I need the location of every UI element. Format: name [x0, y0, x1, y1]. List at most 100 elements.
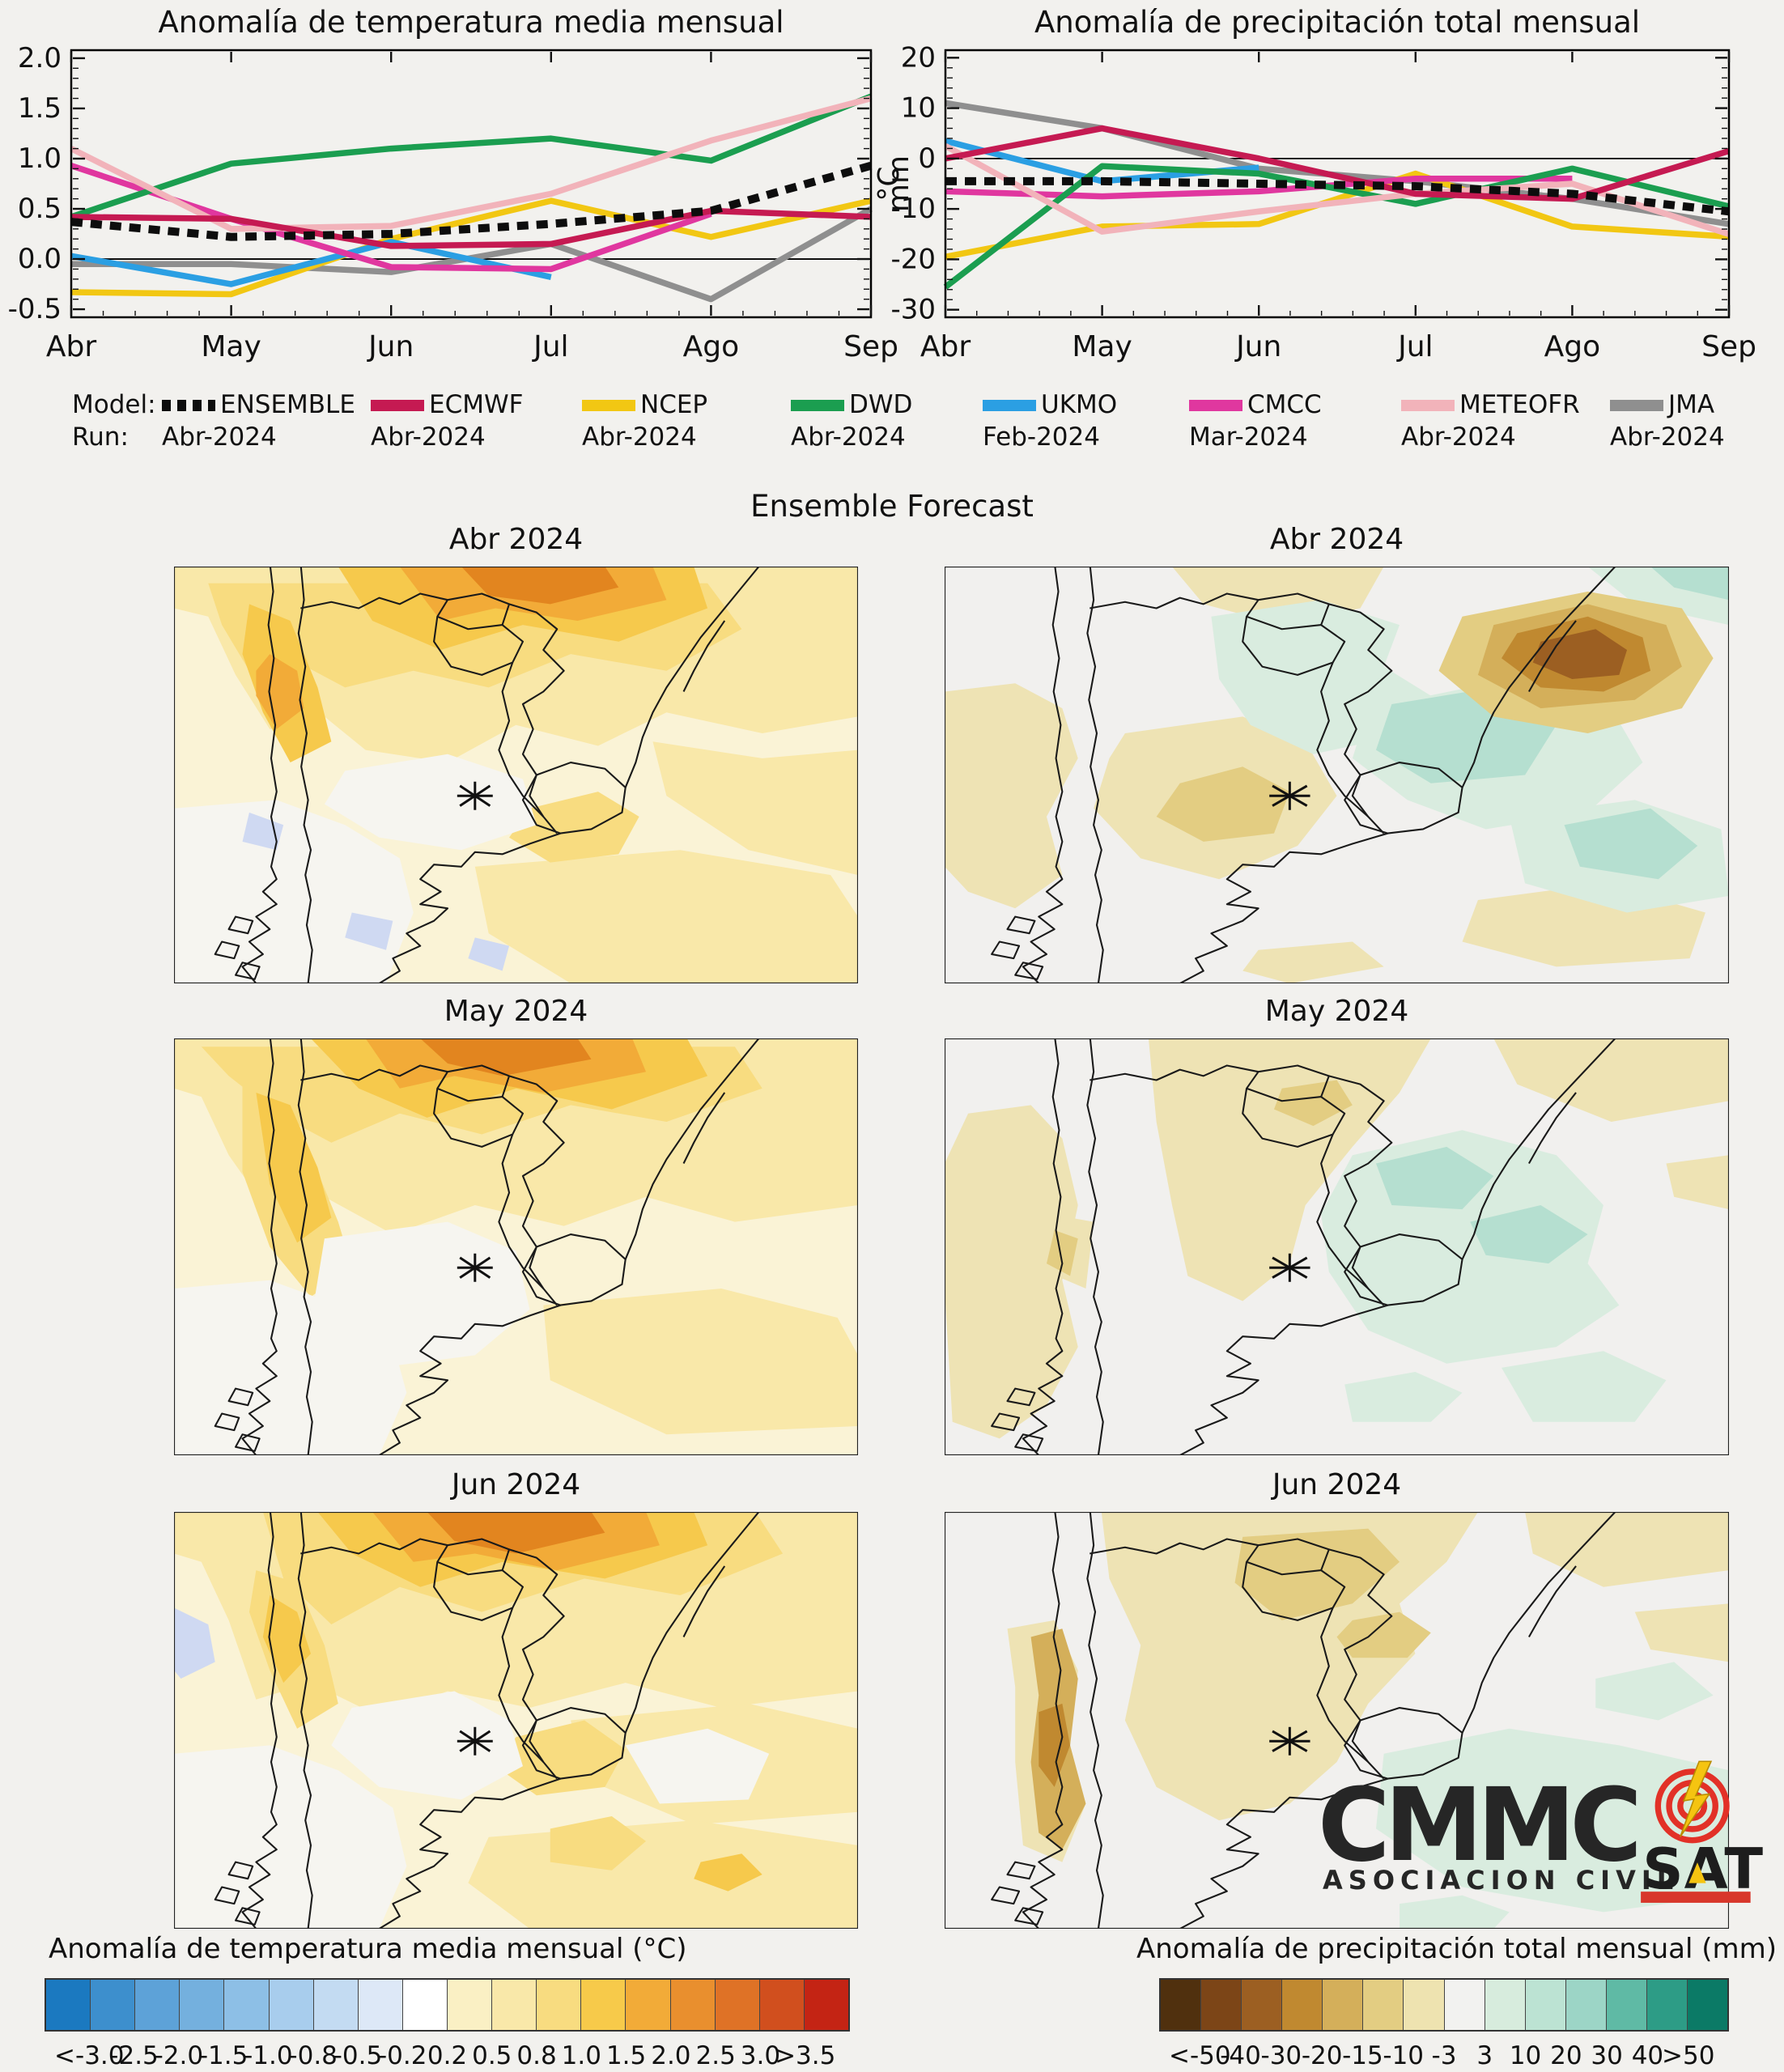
coastline	[1329, 604, 1392, 833]
map-panel-temp-jun: Jun 2024	[174, 1468, 858, 1929]
y-tick-label: -0.5	[8, 293, 62, 325]
series-ensemble	[70, 161, 873, 241]
contour-region	[1650, 567, 1729, 601]
colorbar-label: 30	[1591, 2041, 1623, 2070]
axis-unit-label: mm	[882, 155, 915, 212]
coastline	[1317, 1607, 1368, 1762]
coastline	[1180, 1779, 1388, 1929]
colorbar-label: -1.0	[244, 2041, 293, 2070]
legend-swatch-jma	[1610, 400, 1663, 411]
contour-region	[1666, 1155, 1729, 1210]
colorbar-label: 40	[1631, 2041, 1664, 2070]
contour-region	[1525, 1512, 1729, 1587]
contour-region	[1375, 1146, 1494, 1210]
cmmc-sat-logo: CMMC ASOCIACION CIVIL SAT	[1318, 1760, 1771, 1907]
series-ecmwf	[945, 125, 1731, 202]
precipitation-map-may	[945, 1038, 1729, 1455]
coastline	[523, 1234, 626, 1306]
sat-a-triangle	[1688, 1862, 1706, 1883]
coastline	[1090, 593, 1258, 608]
colorbar-cell	[1281, 1980, 1323, 2030]
coastline	[1529, 1093, 1576, 1164]
contour-region	[174, 1607, 215, 1679]
series-ncep	[945, 170, 1730, 260]
legend-swatch-ukmo	[983, 400, 1036, 411]
colorbar-label: 0.8	[516, 2041, 557, 2070]
coastline	[1023, 1512, 1062, 1929]
coastline	[1023, 1038, 1062, 1455]
contour-region	[1336, 1611, 1431, 1658]
colorbar-cell	[1362, 1980, 1404, 2030]
contour-region	[625, 1728, 770, 1804]
coastline	[1317, 662, 1368, 817]
coastline	[215, 1414, 240, 1431]
contour-region	[427, 1512, 605, 1554]
colorbar-label: 3.0	[740, 2041, 781, 2070]
contour-region	[420, 1038, 592, 1076]
coastline	[1529, 621, 1576, 692]
coastline	[1087, 1512, 1102, 1929]
coastline	[1317, 1134, 1368, 1289]
coastline	[1463, 567, 1620, 788]
contour-region	[1564, 808, 1698, 880]
contour-region	[550, 1815, 647, 1870]
y-tick-label: 10	[901, 92, 936, 125]
contour-region	[468, 1820, 858, 1929]
x-tick-label: Abr	[46, 330, 96, 363]
legend-model-label: Model:	[72, 390, 156, 419]
contour-region	[324, 754, 537, 851]
colorbar-label: 2.0	[651, 2041, 691, 2070]
temperature-map-jun	[174, 1512, 858, 1929]
colorbar-cell	[1443, 1980, 1485, 2030]
logo-subtitle: ASOCIACION CIVIL	[1323, 1865, 1680, 1896]
coastline	[499, 1607, 543, 1762]
contour-region	[694, 1853, 762, 1892]
chart-title: Anomalía de temperatura media mensual	[158, 5, 784, 40]
precipitation-colorbar-cells	[1159, 1978, 1729, 2032]
temperature-map-abr	[174, 567, 858, 983]
legend-run-ukmo: Feb-2024	[983, 422, 1100, 452]
series-ncep	[70, 197, 872, 298]
lightning-bolt-icon	[1680, 1760, 1713, 1837]
coastline	[437, 1562, 502, 1574]
coastline	[1329, 1549, 1392, 1778]
precipitation-colorbar: Anomalía de precipitación total mensual …	[1136, 1933, 1777, 2072]
contour-region	[543, 1289, 858, 1435]
legend-run-ncep: Abr-2024	[582, 422, 697, 452]
coastline	[523, 762, 626, 834]
coastline	[1529, 1566, 1576, 1637]
colorbar-cell	[1200, 1980, 1242, 2030]
map-title-precip-may: May 2024	[1264, 995, 1409, 1028]
colorbar-cell	[580, 1980, 626, 2030]
colorbar-cell	[1322, 1980, 1363, 2030]
map-title-temp-jun: Jun 2024	[451, 1468, 581, 1501]
contour-region	[1273, 1080, 1353, 1127]
colorbar-label: 2.5	[695, 2041, 736, 2070]
coastline	[499, 662, 543, 817]
colorbar-cell	[1484, 1980, 1525, 2030]
contour-region	[1344, 1372, 1463, 1422]
contour-region	[1501, 1351, 1667, 1422]
legend-swatch-ncep	[582, 400, 635, 411]
coastline	[380, 1779, 561, 1929]
colorbar-label: -10	[1383, 2041, 1425, 2070]
legend-name-jma: JMA	[1668, 390, 1715, 419]
coastline	[300, 593, 448, 608]
plot-border	[70, 49, 873, 319]
colorbar-label: -30	[1260, 2041, 1302, 2070]
contour-region	[1470, 1205, 1588, 1264]
map-panel-temp-may: May 2024	[174, 995, 858, 1455]
contour-region	[262, 1595, 311, 1684]
coastline	[1087, 1038, 1102, 1455]
colorbar-cell	[1241, 1980, 1282, 2030]
coastline	[300, 1065, 448, 1080]
x-tick-label: Ago	[1544, 330, 1601, 363]
colorbar-label: 1.0	[561, 2041, 601, 2070]
colorbar-label: -20	[1301, 2041, 1343, 2070]
colorbar-label: 0.5	[472, 2041, 512, 2070]
temperature-colorbar: Anomalía de temperatura media mensual (°…	[45, 1933, 850, 2072]
map-panel-precip-may: May 2024	[945, 995, 1729, 1455]
colorbar-cell	[714, 1980, 759, 2030]
coastline	[1180, 834, 1388, 983]
legend-name-meteofr: METEOFR	[1459, 390, 1580, 419]
